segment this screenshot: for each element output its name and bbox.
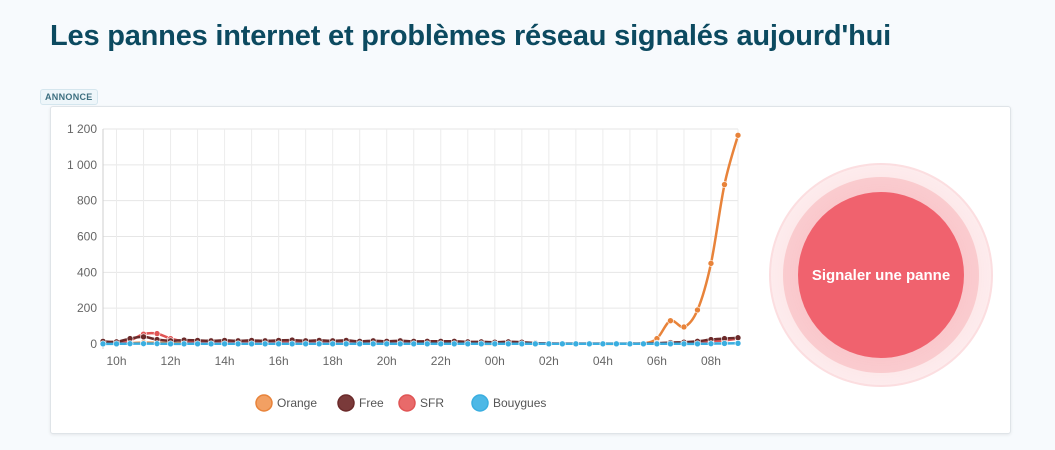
data-point-bouygues <box>383 340 391 348</box>
data-point-bouygues <box>113 340 120 348</box>
data-point-bouygues <box>734 339 742 347</box>
y-tick-label: 1 000 <box>67 158 97 172</box>
x-tick-label: 06h <box>647 354 667 368</box>
x-tick-label: 18h <box>323 354 343 368</box>
data-point-bouygues <box>545 340 553 348</box>
page-title: Les pannes internet et problèmes réseau … <box>50 20 891 52</box>
data-point-bouygues <box>450 340 458 348</box>
data-point-bouygues <box>288 340 296 348</box>
data-point-bouygues <box>653 340 661 348</box>
x-tick-label: 02h <box>539 354 559 368</box>
data-point-orange <box>667 317 674 325</box>
data-point-bouygues <box>680 340 688 348</box>
y-tick-label: 1 200 <box>67 122 97 136</box>
y-tick-label: 200 <box>77 301 97 315</box>
data-point-bouygues <box>491 340 499 348</box>
data-point-bouygues <box>302 340 309 348</box>
data-point-bouygues <box>99 340 107 348</box>
data-point-bouygues <box>126 340 134 347</box>
legend-item-orange: Orange <box>255 394 317 412</box>
data-point-orange <box>734 131 742 139</box>
y-tick-label: 400 <box>77 265 97 279</box>
legend-swatch-sfr <box>398 394 416 412</box>
data-point-bouygues <box>356 340 364 348</box>
data-point-bouygues <box>721 340 728 347</box>
outage-chart-card: 0 200 400 600 800 1 000 1 200 10h 12h 14h 16h 18h 20… <box>50 106 1011 434</box>
data-point-bouygues <box>369 340 377 348</box>
data-point-bouygues <box>559 340 566 348</box>
data-point-bouygues <box>194 340 201 348</box>
data-point-bouygues <box>275 340 282 348</box>
data-point-orange <box>707 260 715 267</box>
data-point-free <box>734 334 742 342</box>
data-point-bouygues <box>667 340 674 348</box>
data-point-bouygues <box>707 340 715 347</box>
data-point-bouygues <box>437 340 445 348</box>
data-point-bouygues <box>410 340 418 348</box>
data-point-bouygues <box>572 340 580 348</box>
data-point-bouygues <box>599 340 607 348</box>
data-point-bouygues <box>342 340 350 348</box>
data-point-bouygues <box>329 340 336 348</box>
data-point-bouygues <box>234 340 242 348</box>
data-point-bouygues <box>248 340 255 348</box>
y-tick-label: 800 <box>77 194 97 208</box>
legend-swatch-bouygues <box>471 394 489 412</box>
data-point-bouygues <box>613 340 620 348</box>
x-tick-label: 10h <box>106 354 126 368</box>
data-point-bouygues <box>221 340 228 348</box>
data-point-bouygues <box>167 340 174 348</box>
legend-item-free: Free <box>337 394 384 412</box>
data-point-sfr <box>153 330 161 337</box>
x-tick-label: 08h <box>701 354 721 368</box>
report-outage-button[interactable]: Signaler une panne <box>798 192 964 358</box>
legend-label-free: Free <box>359 396 384 410</box>
y-tick-label: 0 <box>90 337 97 351</box>
data-point-bouygues <box>532 340 539 348</box>
x-tick-label: 16h <box>269 354 289 368</box>
data-point-bouygues <box>261 340 269 348</box>
y-tick-label: 600 <box>77 230 97 244</box>
legend-label-sfr: SFR <box>420 396 444 410</box>
data-point-bouygues <box>586 340 593 348</box>
data-point-bouygues <box>477 340 485 348</box>
x-tick-label: 04h <box>593 354 613 368</box>
x-tick-label: 00h <box>485 354 505 368</box>
data-point-bouygues <box>140 340 147 347</box>
data-point-free <box>140 333 147 341</box>
legend-item-sfr: SFR <box>398 394 444 412</box>
x-tick-label: 12h <box>161 354 181 368</box>
data-point-orange <box>694 306 701 314</box>
data-point-bouygues <box>505 340 512 348</box>
series-line-orange <box>101 134 740 346</box>
data-point-bouygues <box>396 340 404 348</box>
data-point-bouygues <box>694 340 701 348</box>
data-point-bouygues <box>180 340 188 348</box>
data-point-bouygues <box>626 340 634 348</box>
report-outage-widget: Signaler une panne <box>769 163 993 387</box>
data-point-orange <box>721 181 728 188</box>
ad-badge: ANNONCE <box>40 89 98 105</box>
data-point-bouygues <box>423 340 431 348</box>
legend-label-orange: Orange <box>277 396 317 410</box>
data-point-orange <box>680 323 688 331</box>
x-tick-label: 22h <box>431 354 451 368</box>
data-point-bouygues <box>207 340 215 348</box>
legend-swatch-orange <box>255 394 273 412</box>
data-point-bouygues <box>153 340 161 347</box>
data-point-bouygues <box>640 340 647 348</box>
data-point-bouygues <box>315 340 323 348</box>
data-point-bouygues <box>518 340 526 348</box>
legend-label-bouygues: Bouygues <box>493 396 546 410</box>
legend-swatch-free <box>337 394 355 412</box>
x-tick-label: 20h <box>377 354 397 368</box>
outage-line-chart: 0 200 400 600 800 1 000 1 200 10h 12h 14h 16h 18h 20… <box>67 122 742 412</box>
legend-item-bouygues: Bouygues <box>471 394 546 412</box>
x-tick-label: 14h <box>215 354 235 368</box>
data-point-bouygues <box>464 340 472 348</box>
